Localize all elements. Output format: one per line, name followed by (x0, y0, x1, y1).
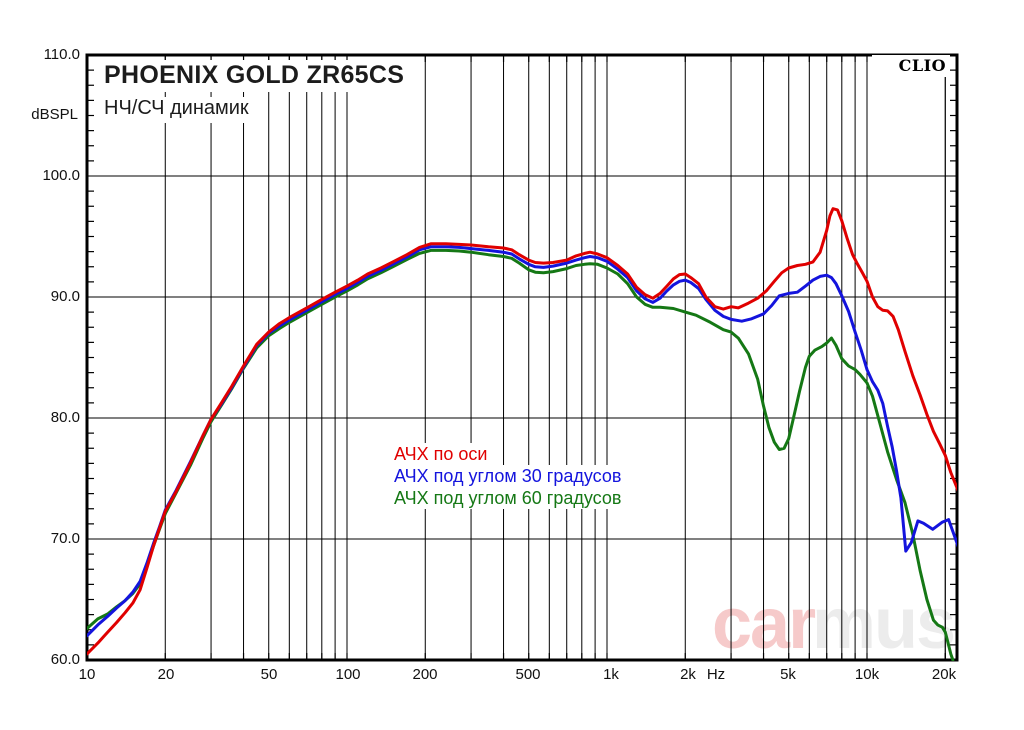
page-title: PHOENIX GOLD ZR65CS (100, 60, 409, 92)
x-tick-label-10k: 10k (854, 666, 880, 683)
plot-border (85, 53, 959, 662)
x-tick-label-500: 500 (515, 666, 541, 683)
x-tick-label-20: 20 (157, 666, 175, 683)
y-tick-label-90: 90.0 (50, 288, 80, 305)
response-curves (87, 207, 957, 661)
legend-item-on-axis: АЧХ по оси (391, 443, 491, 465)
grid-lines (87, 55, 957, 660)
watermark-part2: mus (812, 584, 954, 664)
x-tick-label-2k: 2k (680, 666, 696, 683)
x-tick-label-1k: 1k (603, 666, 619, 683)
watermark: car mus (712, 584, 956, 664)
x-tick-label-20k: 20k (931, 666, 957, 683)
legend-item-60-degrees: АЧХ под углом 60 градусов (391, 487, 625, 509)
x-tick-label-5k: 5k (780, 666, 796, 683)
y-tick-label-70: 70.0 (50, 530, 80, 547)
legend-item-30-degrees: АЧХ под углом 30 градусов (391, 465, 625, 487)
curve-ачх-по-оси (87, 207, 957, 656)
watermark-part1: car (712, 584, 815, 664)
y-tick-label-80: 80.0 (50, 409, 80, 426)
y-tick-label-60: 60.0 (50, 651, 80, 668)
x-tick-label-200: 200 (412, 666, 438, 683)
y-tick-label-110: 110.0 (43, 46, 80, 63)
y-axis-unit: dBSPL (31, 106, 78, 123)
x-tick-label-10: 10 (78, 666, 96, 683)
x-tick-label-100: 100 (335, 666, 361, 683)
y-tick-label-100: 100.0 (42, 167, 80, 184)
page-subtitle: НЧ/СЧ динамик (100, 97, 253, 123)
x-axis-unit: Hz (706, 666, 726, 683)
legend: АЧХ по оси АЧХ под углом 30 градусов АЧХ… (391, 443, 625, 509)
x-tick-label-50: 50 (260, 666, 278, 683)
clio-logo: CLIO (872, 55, 950, 77)
